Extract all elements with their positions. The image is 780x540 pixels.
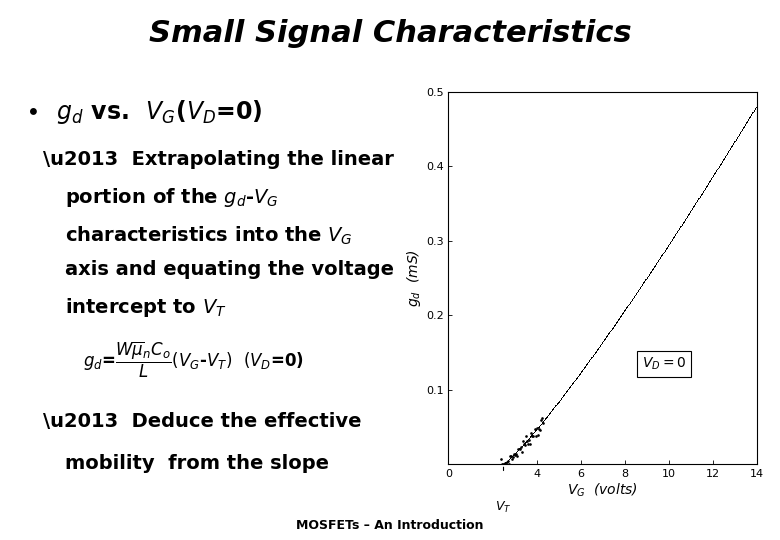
Text: portion of the $\it{g_d}$-$\it{V_G}$: portion of the $\it{g_d}$-$\it{V_G}$ — [65, 186, 279, 210]
Text: \u2013  Extrapolating the linear: \u2013 Extrapolating the linear — [43, 150, 394, 170]
Text: $\bullet$  $\it{g_d}$ vs.  $\it{V_G}$($\it{V_D}$=0): $\bullet$ $\it{g_d}$ vs. $\it{V_G}$($\it… — [26, 98, 263, 126]
Text: \u2013  Deduce the effective: \u2013 Deduce the effective — [43, 411, 362, 431]
Text: MOSFETs – An Introduction: MOSFETs – An Introduction — [296, 519, 484, 532]
Text: $V_T$: $V_T$ — [495, 500, 512, 515]
Text: mobility  from the slope: mobility from the slope — [65, 455, 329, 474]
Text: axis and equating the voltage: axis and equating the voltage — [65, 260, 394, 279]
Y-axis label: $g_d$  (mS): $g_d$ (mS) — [405, 249, 423, 307]
Text: $\it{g_d}$=$\dfrac{\it{W}\overline{\mu}_{\it{n}}\it{C_o}}{\it{L}}$$(\it{V_G}$-$\: $\it{g_d}$=$\dfrac{\it{W}\overline{\mu}_… — [83, 339, 303, 380]
Text: characteristics into the $\it{V_G}$: characteristics into the $\it{V_G}$ — [65, 225, 353, 247]
Text: $V_D = 0$: $V_D = 0$ — [642, 356, 686, 372]
X-axis label: $V_G$  (volts): $V_G$ (volts) — [567, 482, 638, 500]
Text: intercept to $\it{V_T}$: intercept to $\it{V_T}$ — [65, 296, 227, 319]
Text: Small Signal Characteristics: Small Signal Characteristics — [149, 19, 631, 48]
